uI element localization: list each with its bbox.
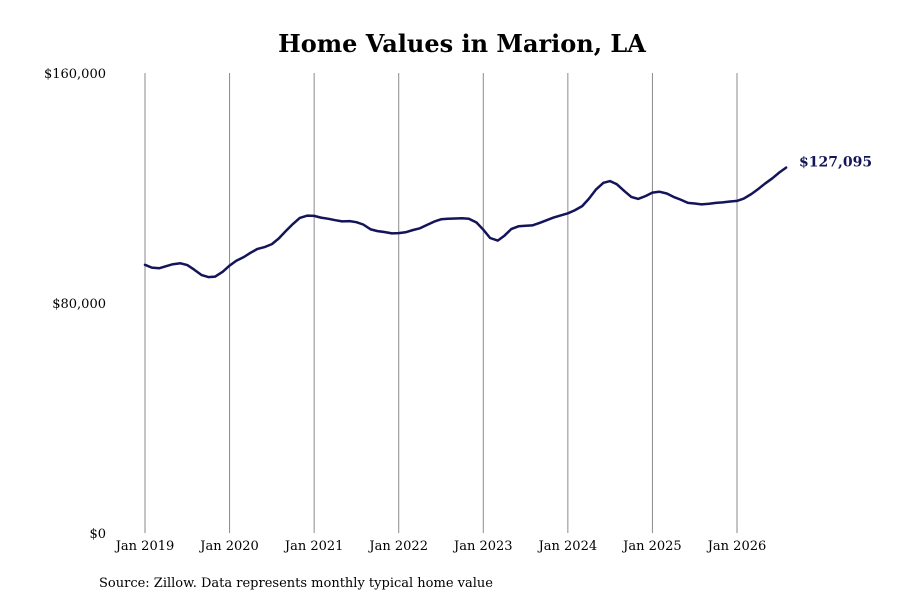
vertical-grid	[144, 73, 738, 533]
x-axis-tick-labels: Jan 2019 Jan 2020 Jan 2021 Jan 2022 Jan 2023…	[114, 539, 767, 554]
x-tick-label: Jan 2021	[283, 539, 344, 554]
home-value-line	[143, 166, 788, 279]
x-tick-label: Jan 2025	[621, 539, 682, 554]
x-tick-label: Jan 2020	[198, 539, 259, 554]
chart-title: Home Values in Marion, LA	[278, 29, 646, 58]
y-tick-label: $0	[89, 527, 106, 542]
x-tick-label: Jan 2024	[537, 539, 598, 554]
x-tick-label: Jan 2026	[706, 539, 767, 554]
source-note: Source: Zillow. Data represents monthly …	[99, 576, 493, 591]
y-tick-label: $80,000	[52, 297, 106, 312]
x-tick-label: Jan 2019	[114, 539, 175, 554]
x-tick-label: Jan 2022	[367, 539, 428, 554]
y-axis-tick-labels: $0 $80,000 $160,000	[44, 67, 106, 542]
x-tick-label: Jan 2023	[452, 539, 513, 554]
latest-value-label: $127,095	[799, 155, 872, 171]
y-tick-label: $160,000	[44, 67, 106, 82]
